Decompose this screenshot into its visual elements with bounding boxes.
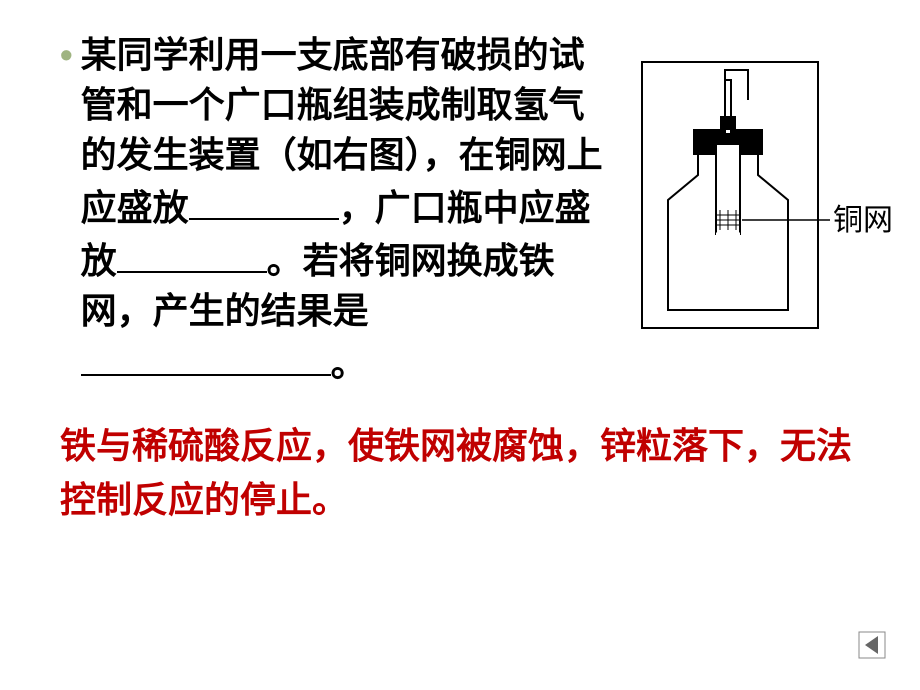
question-text: 某同学利用一支底部有破损的试管和一个广口瓶组装成制取氢气的发生装置（如右图），在…	[81, 30, 620, 389]
question-part4: 。	[331, 343, 367, 384]
blank-1	[189, 180, 339, 220]
apparatus-diagram: 铜网	[640, 60, 900, 335]
tube-cap	[720, 116, 736, 130]
bullet-icon: •	[60, 30, 73, 80]
back-arrow-icon	[858, 631, 886, 659]
bullet-paragraph: • 某同学利用一支底部有破损的试管和一个广口瓶组装成制取氢气的发生装置（如右图）…	[60, 30, 620, 389]
blank-2	[117, 233, 267, 273]
slide: • 某同学利用一支底部有破损的试管和一个广口瓶组装成制取氢气的发生装置（如右图）…	[0, 0, 920, 690]
question-block: • 某同学利用一支底部有破损的试管和一个广口瓶组装成制取氢气的发生装置（如右图）…	[60, 30, 620, 389]
back-nav-button[interactable]	[858, 631, 886, 664]
mesh-label: 铜网	[833, 204, 893, 237]
copper-mesh	[716, 210, 740, 230]
diagram-svg: 铜网	[640, 60, 900, 330]
blank-3	[81, 336, 331, 376]
answer-text: 铁与稀硫酸反应，使铁网被腐蚀，锌粒落下，无法控制反应的停止。	[60, 419, 860, 527]
content-row: • 某同学利用一支底部有破损的试管和一个广口瓶组装成制取氢气的发生装置（如右图）…	[60, 30, 860, 389]
